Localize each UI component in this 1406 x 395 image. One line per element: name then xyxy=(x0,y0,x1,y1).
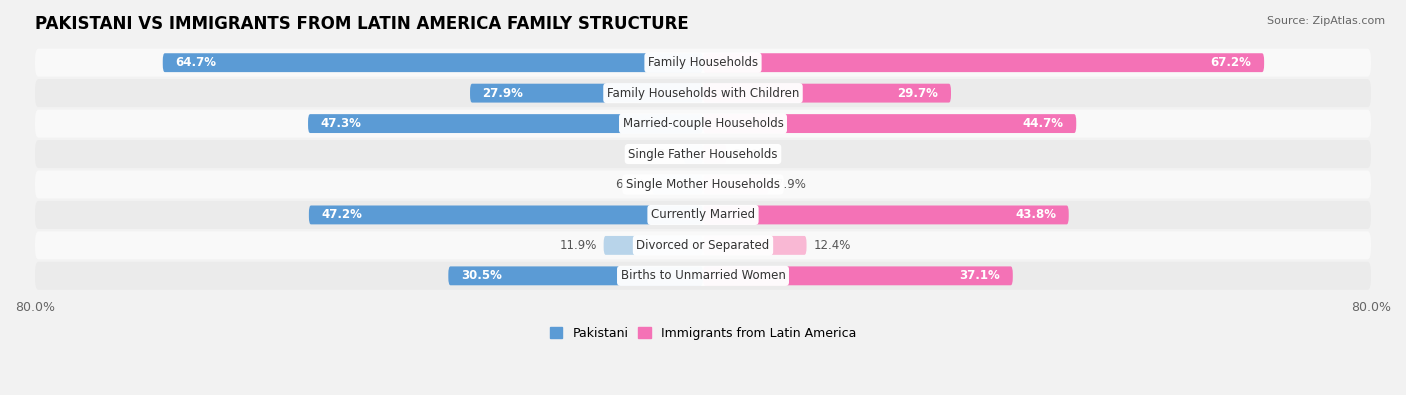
Text: Married-couple Households: Married-couple Households xyxy=(623,117,783,130)
Text: Source: ZipAtlas.com: Source: ZipAtlas.com xyxy=(1267,16,1385,26)
Text: 7.9%: 7.9% xyxy=(776,178,806,191)
FancyBboxPatch shape xyxy=(703,84,950,103)
FancyBboxPatch shape xyxy=(35,231,1371,260)
FancyBboxPatch shape xyxy=(35,109,1371,137)
Text: Family Households: Family Households xyxy=(648,56,758,69)
FancyBboxPatch shape xyxy=(163,53,703,72)
Text: 6.1%: 6.1% xyxy=(616,178,645,191)
FancyBboxPatch shape xyxy=(703,114,1076,133)
Text: 44.7%: 44.7% xyxy=(1022,117,1064,130)
FancyBboxPatch shape xyxy=(309,205,703,224)
FancyBboxPatch shape xyxy=(449,266,703,285)
Text: 67.2%: 67.2% xyxy=(1211,56,1251,69)
FancyBboxPatch shape xyxy=(35,171,1371,199)
Text: 27.9%: 27.9% xyxy=(482,87,523,100)
Text: Single Father Households: Single Father Households xyxy=(628,148,778,160)
Text: 12.4%: 12.4% xyxy=(813,239,851,252)
FancyBboxPatch shape xyxy=(35,140,1371,168)
Text: 29.7%: 29.7% xyxy=(897,87,938,100)
Text: Divorced or Separated: Divorced or Separated xyxy=(637,239,769,252)
Text: 11.9%: 11.9% xyxy=(560,239,598,252)
FancyBboxPatch shape xyxy=(703,266,1012,285)
FancyBboxPatch shape xyxy=(35,201,1371,229)
Text: 2.3%: 2.3% xyxy=(647,148,678,160)
FancyBboxPatch shape xyxy=(35,79,1371,107)
FancyBboxPatch shape xyxy=(703,236,807,255)
Text: Family Households with Children: Family Households with Children xyxy=(607,87,799,100)
Text: Births to Unmarried Women: Births to Unmarried Women xyxy=(620,269,786,282)
FancyBboxPatch shape xyxy=(703,53,1264,72)
Text: Single Mother Households: Single Mother Households xyxy=(626,178,780,191)
Text: Currently Married: Currently Married xyxy=(651,209,755,222)
Text: 43.8%: 43.8% xyxy=(1015,209,1056,222)
Text: 64.7%: 64.7% xyxy=(176,56,217,69)
Text: 30.5%: 30.5% xyxy=(461,269,502,282)
FancyBboxPatch shape xyxy=(35,49,1371,77)
FancyBboxPatch shape xyxy=(470,84,703,103)
Text: PAKISTANI VS IMMIGRANTS FROM LATIN AMERICA FAMILY STRUCTURE: PAKISTANI VS IMMIGRANTS FROM LATIN AMERI… xyxy=(35,15,689,33)
FancyBboxPatch shape xyxy=(35,262,1371,290)
FancyBboxPatch shape xyxy=(603,236,703,255)
Text: 47.2%: 47.2% xyxy=(322,209,363,222)
Legend: Pakistani, Immigrants from Latin America: Pakistani, Immigrants from Latin America xyxy=(544,322,862,345)
FancyBboxPatch shape xyxy=(683,145,703,164)
FancyBboxPatch shape xyxy=(703,145,727,164)
Text: 47.3%: 47.3% xyxy=(321,117,361,130)
Text: 2.8%: 2.8% xyxy=(733,148,763,160)
FancyBboxPatch shape xyxy=(308,114,703,133)
Text: 37.1%: 37.1% xyxy=(959,269,1000,282)
FancyBboxPatch shape xyxy=(703,175,769,194)
FancyBboxPatch shape xyxy=(652,175,703,194)
FancyBboxPatch shape xyxy=(703,205,1069,224)
